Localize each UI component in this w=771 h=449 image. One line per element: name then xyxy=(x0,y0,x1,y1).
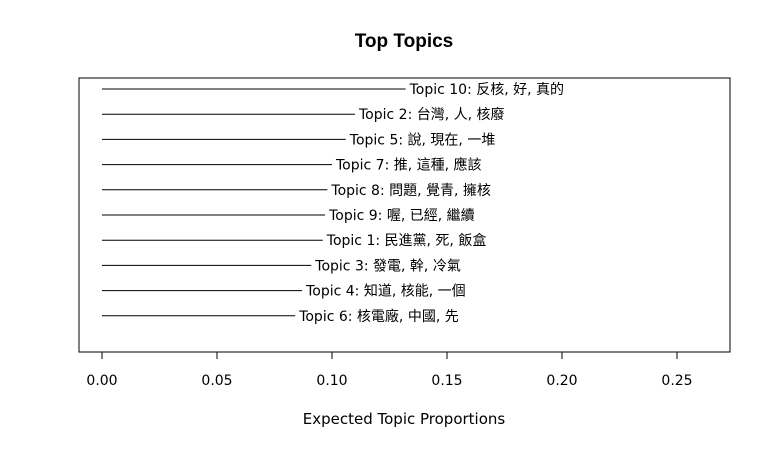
topic-bar-label: Topic 7: 推, 這種, 應該 xyxy=(335,157,482,174)
topic-bar-label: Topic 8: 問題, 覺青, 擁核 xyxy=(330,183,491,199)
x-tick-label: 0.20 xyxy=(546,373,577,389)
chart-title: Top Topics xyxy=(355,31,454,52)
x-axis-ticks: 0.00 0.05 0.10 0.15 0.20 0.25 xyxy=(86,352,693,389)
x-tick-label: 0.05 xyxy=(201,373,232,389)
topic-bar-label: Topic 3: 發電, 幹, 冷氣 xyxy=(314,257,461,274)
x-tick-label: 0.15 xyxy=(431,373,462,389)
topic-bar-label: Topic 4: 知道, 核能, 一個 xyxy=(305,283,466,300)
x-tick-label: 0.25 xyxy=(661,373,692,389)
topic-bar-label: Topic 5: 說, 現在, 一堆 xyxy=(349,131,496,148)
topic-bar-label: Topic 2: 台灣, 人, 核廢 xyxy=(358,106,505,123)
topic-bar-label: Topic 9: 喔, 已經, 繼續 xyxy=(328,208,475,224)
x-tick-label: 0.10 xyxy=(316,373,347,389)
topic-bar-label: Topic 10: 反核, 好, 真的 xyxy=(409,82,564,98)
x-axis-label: Expected Topic Proportions xyxy=(303,410,506,428)
topic-bars: Topic 10: 反核, 好, 真的 Topic 2: 台灣, 人, 核廢 Top… xyxy=(102,82,564,325)
topic-bar-label: Topic 1: 民進黨, 死, 飯盒 xyxy=(326,232,487,249)
topic-bar-label: Topic 6: 核電廠, 中國, 先 xyxy=(298,308,459,325)
x-tick-label: 0.00 xyxy=(86,373,117,389)
